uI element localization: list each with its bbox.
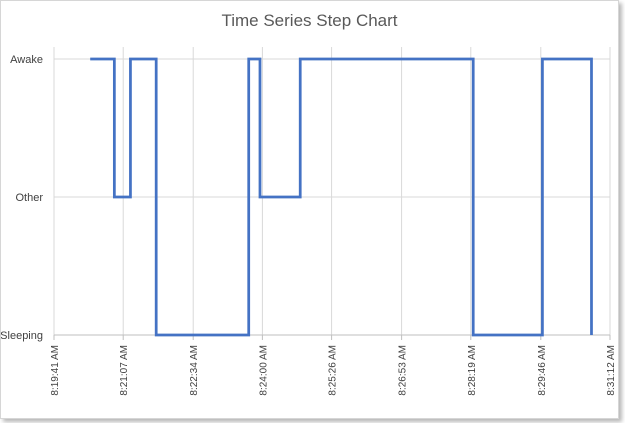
chart-title: Time Series Step Chart [221, 11, 398, 30]
y-tick-label: Other [15, 192, 43, 204]
series-layer [90, 57, 593, 337]
label-layer: Sleeping Other Awake 8:19:41 AM 8:21:07 AM 8:… [1, 54, 617, 396]
y-tick-label: Sleeping [1, 330, 43, 342]
series-step-line [90, 57, 593, 337]
x-tick-label: 8:28:19 AM [467, 345, 478, 396]
x-tick-label: 8:29:46 AM [537, 345, 548, 396]
grid-layer [53, 47, 611, 335]
chart-canvas: Sleeping Other Awake 8:19:41 AM 8:21:07 AM 8:… [1, 47, 617, 396]
x-tick-label: 8:21:07 AM [119, 345, 130, 396]
y-tick-label: Awake [10, 54, 43, 66]
x-tick-label: 8:19:41 AM [50, 345, 61, 396]
x-tick-label: 8:26:53 AM [398, 345, 409, 396]
x-tick-label: 8:25:26 AM [328, 345, 339, 396]
x-tick-label: 8:24:00 AM [258, 345, 269, 396]
x-tick-label: 8:31:12 AM [606, 345, 617, 396]
x-tick-label: 8:22:34 AM [189, 345, 200, 396]
